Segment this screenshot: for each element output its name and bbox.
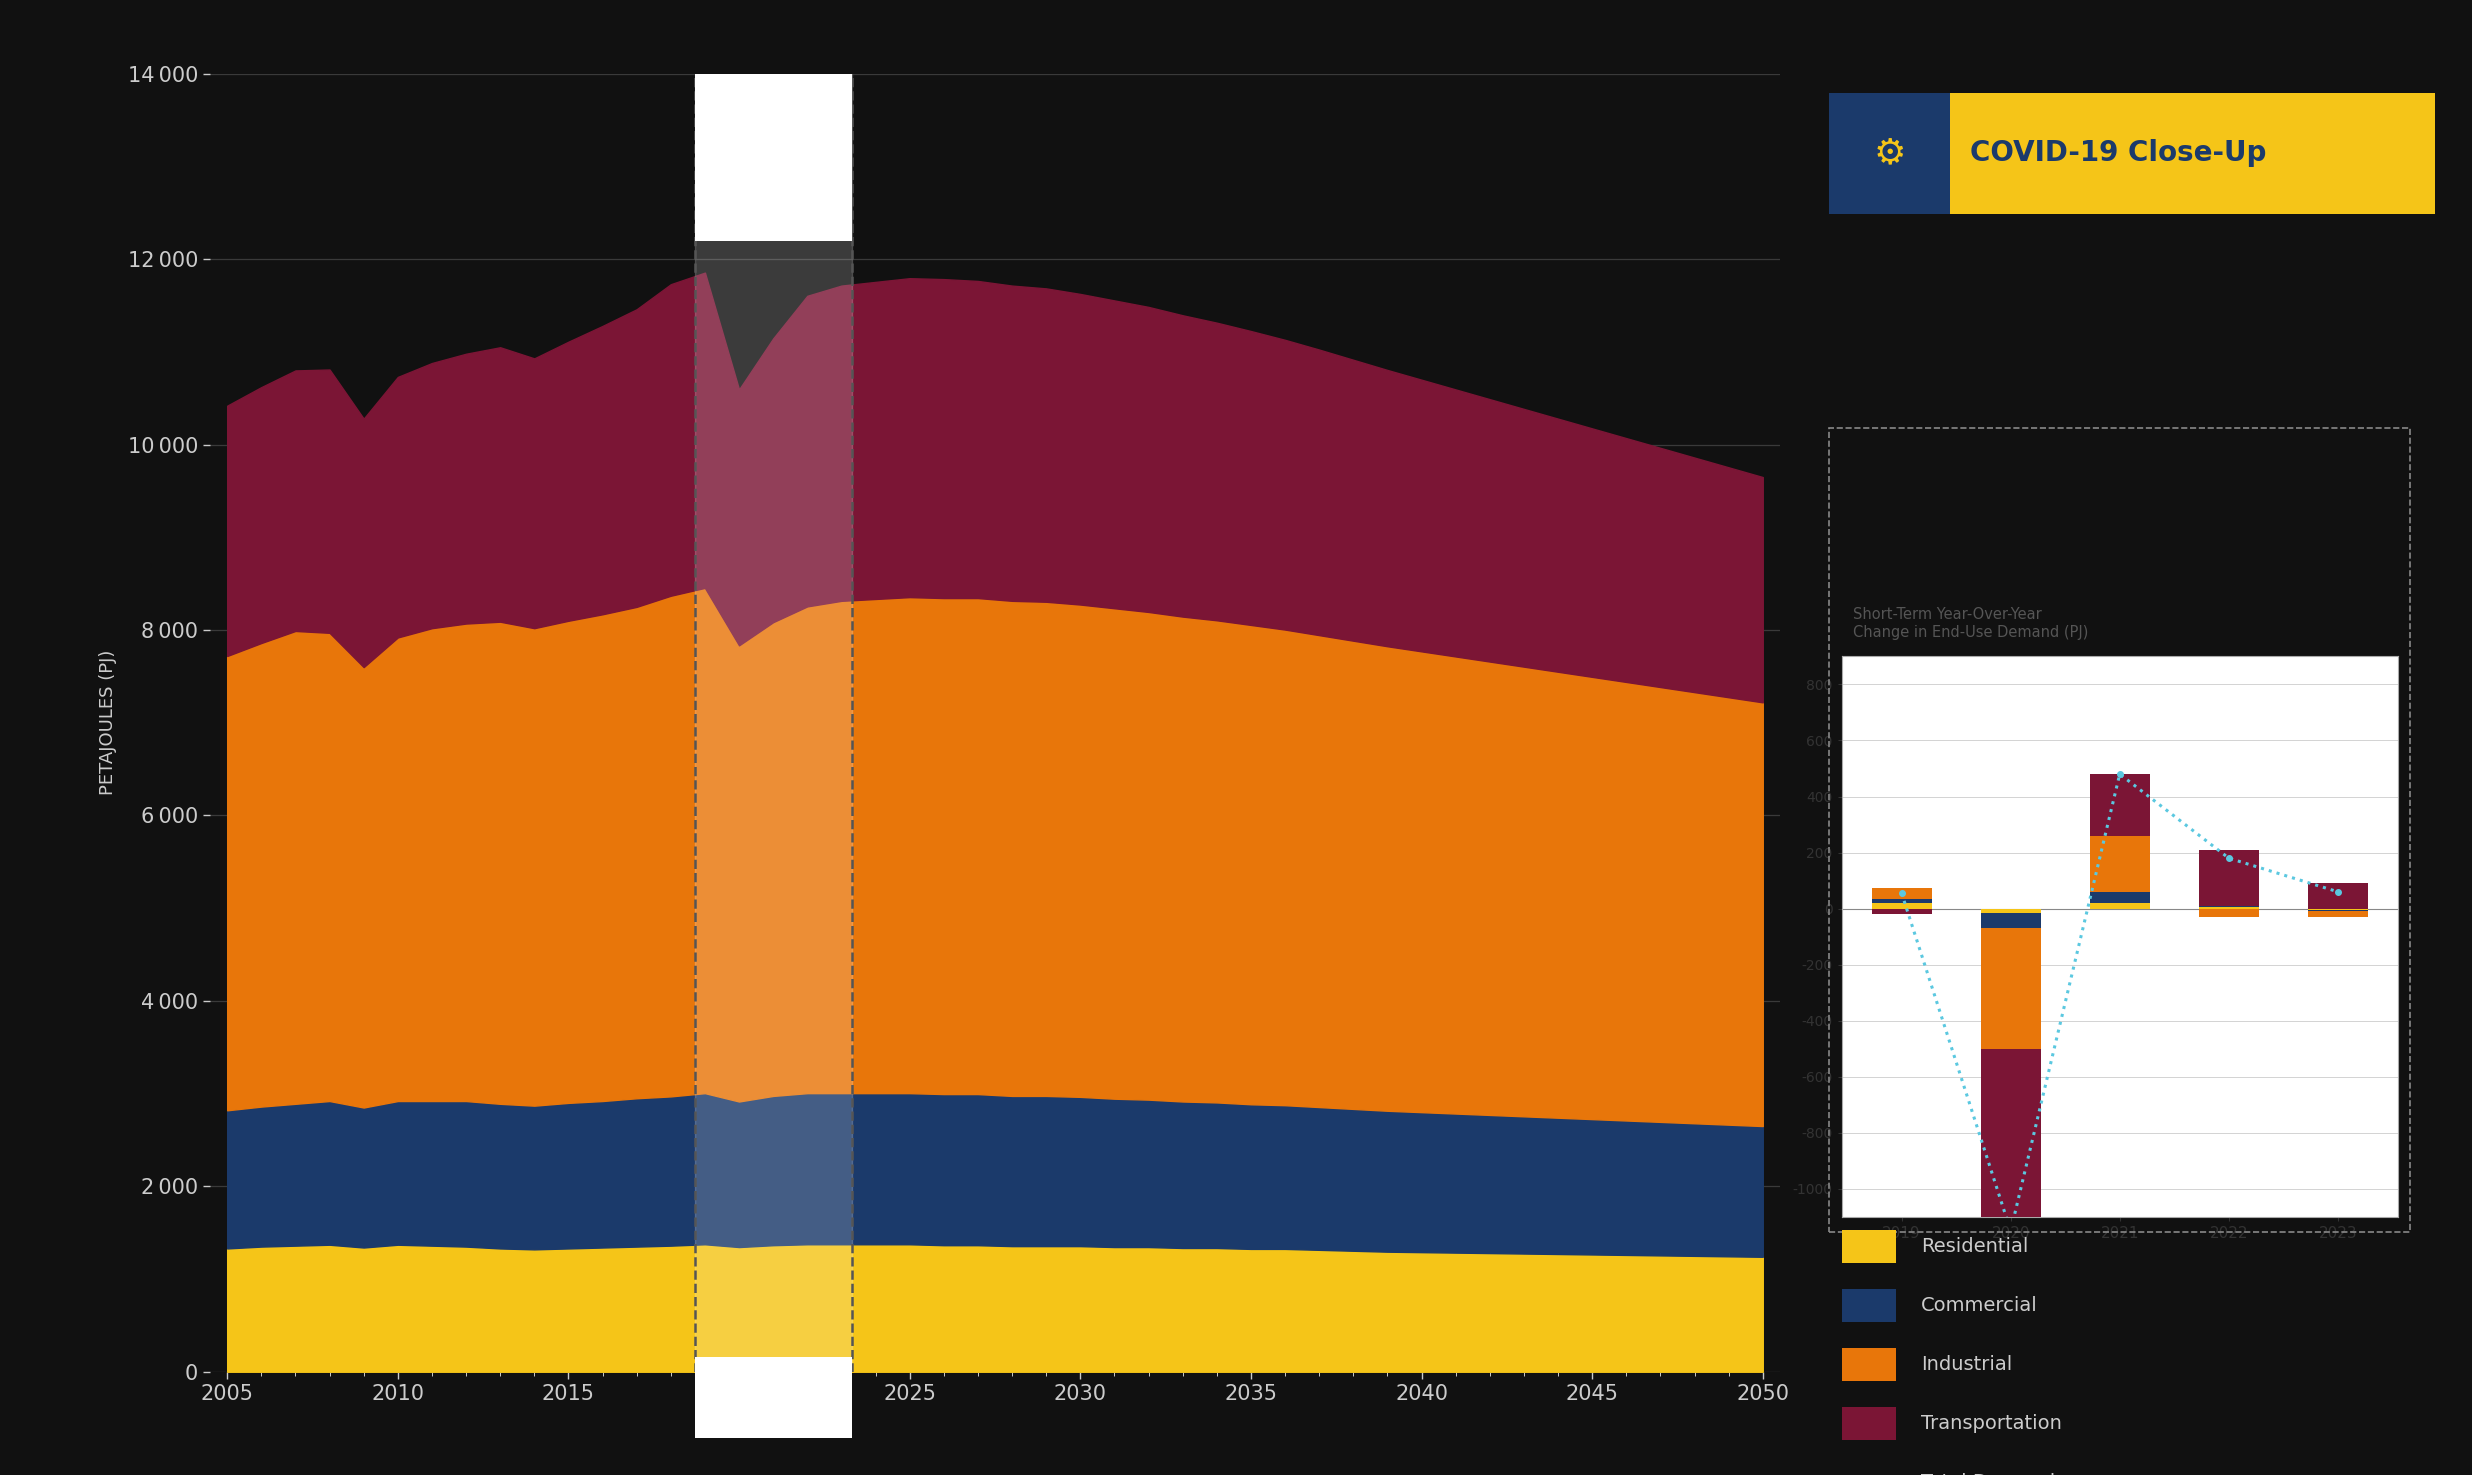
Text: Industrial: Industrial — [1921, 1356, 2012, 1373]
Text: Residential: Residential — [1921, 1238, 2027, 1255]
Text: Total Demand: Total Demand — [1921, 1474, 2054, 1475]
Text: Transportation: Transportation — [1921, 1415, 2062, 1432]
Bar — [1871, 898, 1931, 903]
Bar — [1980, 1049, 2042, 1230]
Bar — [1980, 909, 2042, 913]
Text: COVID-19 Close-Up: COVID-19 Close-Up — [1970, 140, 2267, 167]
Bar — [1871, 909, 1931, 914]
Bar — [1871, 888, 1931, 898]
Bar — [2089, 836, 2151, 892]
Bar — [1871, 903, 1931, 909]
Bar — [2089, 774, 2151, 836]
Bar — [2198, 850, 2259, 906]
Text: · · · ·: · · · · — [1842, 1474, 1886, 1475]
Bar — [2198, 909, 2259, 917]
Bar — [2089, 903, 2151, 909]
Bar — [2309, 884, 2368, 909]
Bar — [2309, 912, 2368, 917]
Y-axis label: PETAJOULES (PJ): PETAJOULES (PJ) — [99, 650, 116, 795]
Bar — [2089, 892, 2151, 903]
Text: Commercial: Commercial — [1921, 1297, 2037, 1314]
Text: Short-Term Year-Over-Year
Change in End-Use Demand (PJ): Short-Term Year-Over-Year Change in End-… — [1854, 608, 2089, 640]
Bar — [1980, 928, 2042, 1049]
Bar — [1980, 913, 2042, 928]
Text: ⚙: ⚙ — [1874, 136, 1906, 171]
Bar — [695, 74, 853, 1372]
